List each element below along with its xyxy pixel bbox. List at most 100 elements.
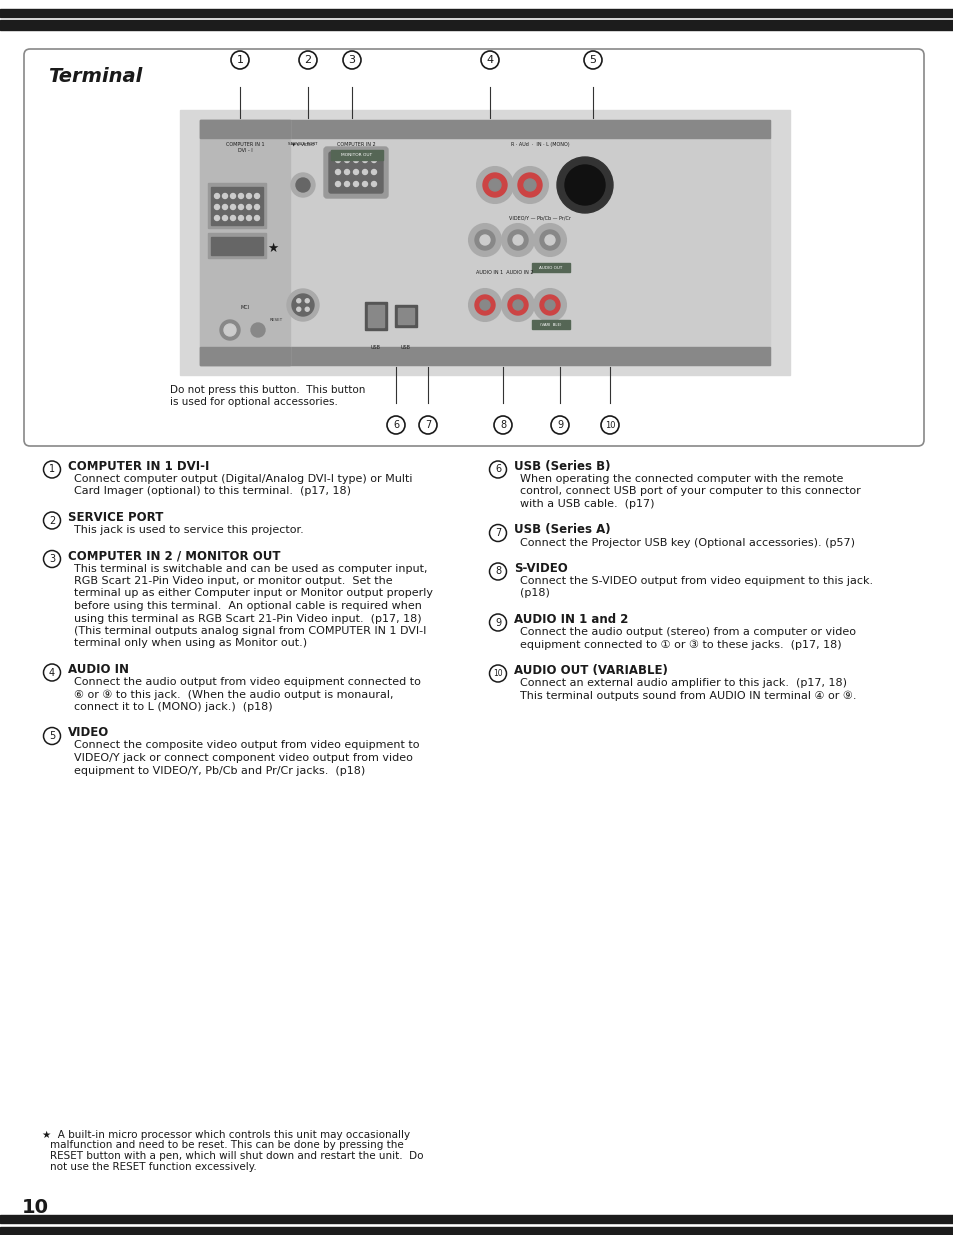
Circle shape xyxy=(344,169,349,174)
Text: (This terminal outputs analog signal from COMPUTER IN 1 DVI-I: (This terminal outputs analog signal fro… xyxy=(74,626,426,636)
Text: 8: 8 xyxy=(499,420,505,430)
Circle shape xyxy=(476,167,513,203)
Bar xyxy=(397,308,414,324)
Text: COMPUTER IN 1: COMPUTER IN 1 xyxy=(226,142,264,147)
FancyBboxPatch shape xyxy=(329,152,382,193)
Text: 10: 10 xyxy=(493,669,502,678)
Text: Connect computer output (Digital/Analog DVI-I type) or Multi: Connect computer output (Digital/Analog … xyxy=(74,474,412,484)
Circle shape xyxy=(479,235,490,245)
Circle shape xyxy=(214,205,219,210)
Text: AUDIO IN 1 and 2: AUDIO IN 1 and 2 xyxy=(514,613,628,626)
Bar xyxy=(200,347,290,366)
Bar xyxy=(200,120,290,138)
Circle shape xyxy=(362,182,367,186)
Bar xyxy=(0,20,953,30)
Text: terminal up as either Computer input or Monitor output properly: terminal up as either Computer input or … xyxy=(74,589,433,599)
Bar xyxy=(211,186,263,225)
Text: AUDIO IN: AUDIO IN xyxy=(68,663,129,676)
Text: S-VIDEO: S-VIDEO xyxy=(514,562,567,576)
Circle shape xyxy=(469,224,500,256)
Text: 8: 8 xyxy=(495,567,500,577)
Text: COMPUTER IN 1 DVI-I: COMPUTER IN 1 DVI-I xyxy=(68,459,209,473)
Text: VIDEO: VIDEO xyxy=(68,726,110,740)
Circle shape xyxy=(544,235,555,245)
Text: (VARI  BLE): (VARI BLE) xyxy=(539,324,561,327)
Circle shape xyxy=(475,295,495,315)
Bar xyxy=(0,1228,953,1235)
Text: Card Imager (optional) to this terminal.  (p17, 18): Card Imager (optional) to this terminal.… xyxy=(74,487,351,496)
Circle shape xyxy=(246,194,252,199)
Text: 9: 9 xyxy=(557,420,562,430)
Text: equipment connected to ① or ③ to these jacks.  (p17, 18): equipment connected to ① or ③ to these j… xyxy=(519,640,841,650)
Circle shape xyxy=(238,215,243,221)
Circle shape xyxy=(287,289,318,321)
Text: This terminal is switchable and can be used as computer input,: This terminal is switchable and can be u… xyxy=(74,563,427,573)
Circle shape xyxy=(238,194,243,199)
FancyBboxPatch shape xyxy=(324,147,388,198)
Text: Terminal: Terminal xyxy=(48,67,142,86)
Text: not use the RESET function excessively.: not use the RESET function excessively. xyxy=(50,1161,256,1172)
Text: This jack is used to service this projector.: This jack is used to service this projec… xyxy=(74,525,303,535)
Circle shape xyxy=(544,300,555,310)
Text: VIDEO/Y — Pb/Cb — Pr/Cr: VIDEO/Y — Pb/Cb — Pr/Cr xyxy=(509,215,571,220)
Circle shape xyxy=(238,205,243,210)
Bar xyxy=(200,120,290,366)
Circle shape xyxy=(296,299,300,303)
Bar xyxy=(180,110,789,375)
Text: Connect the audio output (stereo) from a computer or video: Connect the audio output (stereo) from a… xyxy=(519,627,855,637)
Circle shape xyxy=(523,179,536,191)
Circle shape xyxy=(246,205,252,210)
Text: before using this terminal.  An optional cable is required when: before using this terminal. An optional … xyxy=(74,601,421,611)
Text: terminal only when using as Monitor out.): terminal only when using as Monitor out.… xyxy=(74,638,307,648)
Bar xyxy=(211,237,263,254)
Circle shape xyxy=(557,157,613,212)
Text: AUDIO IN 1  AUDIO IN 2: AUDIO IN 1 AUDIO IN 2 xyxy=(476,270,533,275)
Text: 1: 1 xyxy=(49,464,55,474)
Text: 7: 7 xyxy=(424,420,431,430)
Circle shape xyxy=(305,308,309,311)
Text: Connect the Projector USB key (Optional accessories). (p57): Connect the Projector USB key (Optional … xyxy=(519,537,854,547)
Circle shape xyxy=(371,182,376,186)
Text: ★: ★ xyxy=(267,242,278,254)
Text: 6: 6 xyxy=(495,464,500,474)
Text: equipment to VIDEO/Y, Pb/Cb and Pr/Cr jacks.  (p18): equipment to VIDEO/Y, Pb/Cb and Pr/Cr ja… xyxy=(74,766,365,776)
Text: Connect an external audio amplifier to this jack.  (p17, 18): Connect an external audio amplifier to t… xyxy=(519,678,846,688)
Text: Connect the S-VIDEO output from video equipment to this jack.: Connect the S-VIDEO output from video eq… xyxy=(519,576,872,585)
Text: 4: 4 xyxy=(49,667,55,678)
Text: MONITOR OUT: MONITOR OUT xyxy=(341,153,373,157)
Bar xyxy=(0,9,953,17)
Circle shape xyxy=(231,194,235,199)
Text: ★  A built-in micro processor which controls this unit may occasionally: ★ A built-in micro processor which contr… xyxy=(42,1130,410,1140)
Text: MCI: MCI xyxy=(240,305,250,310)
Text: 10: 10 xyxy=(22,1198,49,1216)
Text: R · AUd  ·  IN · L (MONO): R · AUd · IN · L (MONO) xyxy=(510,142,569,147)
Circle shape xyxy=(224,324,235,336)
Bar xyxy=(532,263,569,272)
Text: connect it to L (MONO) jack.)  (p18): connect it to L (MONO) jack.) (p18) xyxy=(74,701,273,713)
Text: USB (Series A): USB (Series A) xyxy=(514,524,610,536)
Circle shape xyxy=(513,300,522,310)
Circle shape xyxy=(254,215,259,221)
Text: AUDIO OUT (VARIABLE): AUDIO OUT (VARIABLE) xyxy=(514,664,667,677)
Circle shape xyxy=(292,294,314,316)
Circle shape xyxy=(296,308,300,311)
Circle shape xyxy=(507,230,527,249)
Circle shape xyxy=(371,169,376,174)
Text: DVI - I: DVI - I xyxy=(237,148,253,153)
Circle shape xyxy=(291,173,314,198)
Text: RESET: RESET xyxy=(270,317,283,322)
Circle shape xyxy=(335,182,340,186)
Text: ⑥ or ⑨ to this jack.  (When the audio output is monaural,: ⑥ or ⑨ to this jack. (When the audio out… xyxy=(74,689,393,700)
Circle shape xyxy=(475,230,495,249)
Circle shape xyxy=(335,158,340,163)
Bar xyxy=(0,1215,953,1223)
Circle shape xyxy=(534,224,565,256)
Circle shape xyxy=(344,182,349,186)
Circle shape xyxy=(222,215,227,221)
Text: 3: 3 xyxy=(49,555,55,564)
Text: This terminal outputs sound from AUDIO IN terminal ④ or ⑨.: This terminal outputs sound from AUDIO I… xyxy=(519,690,856,700)
Text: SERVICE PORT: SERVICE PORT xyxy=(68,511,163,524)
Circle shape xyxy=(335,169,340,174)
Text: ▼ S·VIDEO: ▼ S·VIDEO xyxy=(292,142,314,146)
Circle shape xyxy=(295,178,310,191)
